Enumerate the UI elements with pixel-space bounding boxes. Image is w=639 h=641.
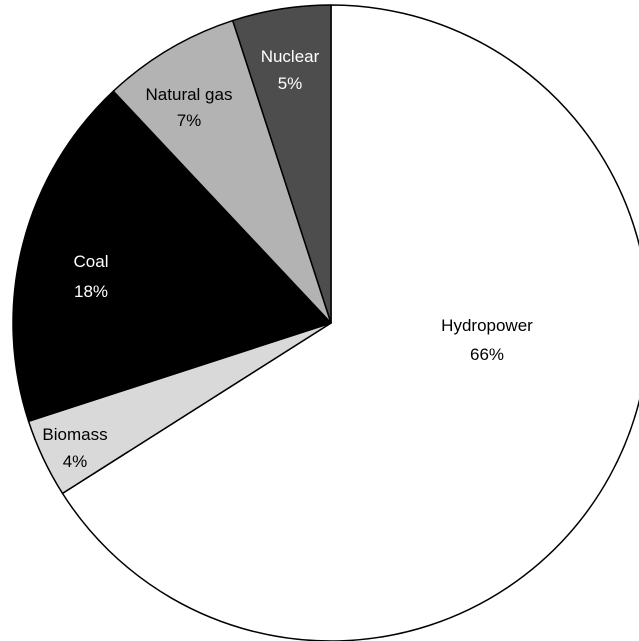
pie-slices xyxy=(13,5,639,641)
slice-label-hydropower: Hydropower xyxy=(441,316,533,335)
slice-label-nuclear: Nuclear xyxy=(261,47,320,66)
slice-label-coal: Coal xyxy=(74,252,109,271)
slice-label-natural-gas: Natural gas xyxy=(146,85,233,104)
slice-value-nuclear: 5% xyxy=(278,74,303,93)
slice-value-coal: 18% xyxy=(74,282,108,301)
slice-value-hydropower: 66% xyxy=(470,345,504,364)
slice-label-biomass: Biomass xyxy=(42,425,107,444)
slice-value-biomass: 4% xyxy=(63,452,88,471)
slice-value-natural-gas: 7% xyxy=(177,111,202,130)
